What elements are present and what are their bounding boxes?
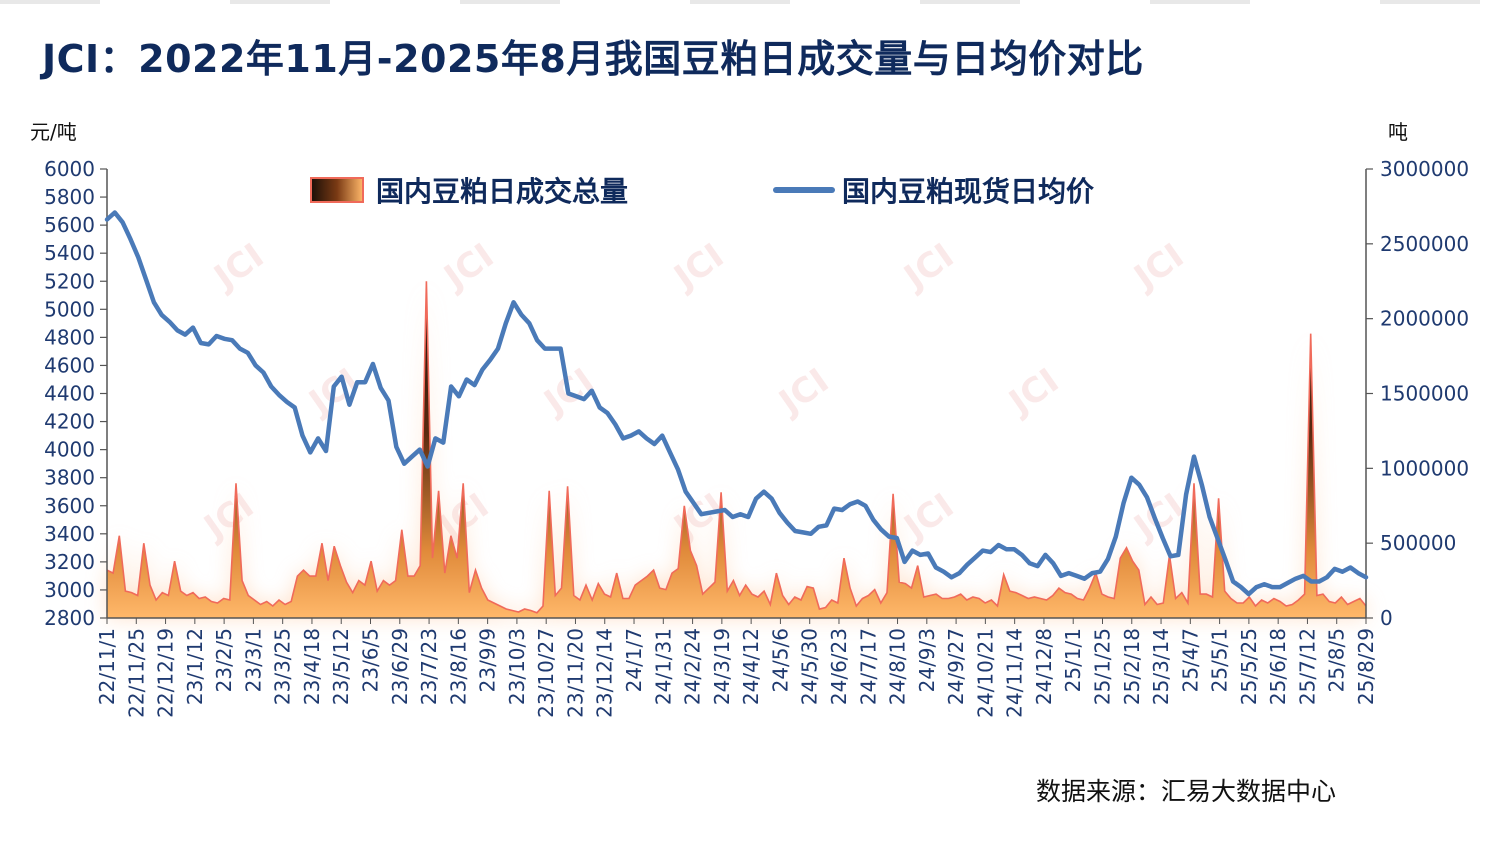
legend-price-label: 国内豆粕现货日均价 (842, 175, 1095, 208)
watermark-text: JCI (196, 486, 262, 549)
left-tick-label: 3800 (44, 466, 95, 490)
left-tick-label: 3600 (44, 494, 95, 518)
x-tick-label: 25/5/1 (1208, 628, 1232, 692)
data-source-note: 数据来源：汇易大数据中心 (1036, 777, 1337, 806)
x-tick-label: 24/5/6 (768, 628, 792, 692)
left-tick-label: 4200 (44, 410, 95, 434)
x-tick-label: 24/6/23 (827, 628, 851, 705)
x-tick-label: 23/4/18 (300, 628, 324, 705)
watermark-text: JCI (1001, 361, 1067, 424)
axes-layer: 2800 3000 3200 3400 3600 3800 4000 4200 4400 4600… (44, 157, 1469, 718)
volume-glow-shape (107, 281, 1366, 618)
x-tick-label: 22/11/1 (95, 628, 119, 705)
x-tick-label: 25/1/1 (1061, 628, 1085, 692)
x-tick-label: 24/5/30 (798, 628, 822, 705)
x-tick-label: 24/2/24 (681, 628, 705, 705)
legend: 国内豆粕日成交总量 国内豆粕现货日均价 (310, 175, 1095, 208)
left-tick-label: 5600 (44, 213, 95, 237)
x-tick-label: 25/7/12 (1295, 628, 1319, 705)
x-tick-label: 24/11/14 (1003, 628, 1027, 718)
x-tick-label: 23/9/9 (476, 628, 500, 692)
left-tick-label: 3200 (44, 550, 95, 574)
x-tick-label: 24/8/10 (886, 628, 910, 705)
right-tick-label: 500000 (1380, 531, 1456, 555)
x-tick-label: 23/8/16 (446, 628, 470, 705)
top-decoration (0, 0, 1505, 4)
x-tick-label: 24/9/27 (944, 628, 968, 705)
volume-area-layer (106, 281, 1367, 618)
left-tick-label: 6000 (44, 157, 95, 181)
x-tick-label: 22/11/25 (124, 628, 148, 718)
x-tick-label: 23/11/20 (563, 628, 587, 718)
left-tick-label: 3000 (44, 578, 95, 602)
x-tick-label: 23/3/25 (271, 628, 295, 705)
x-tick-label: 25/6/18 (1266, 628, 1290, 705)
left-tick-label: 2800 (44, 606, 95, 630)
x-tick-label: 24/12/8 (1032, 628, 1056, 705)
watermark-text: JCI (896, 236, 962, 299)
legend-volume-label: 国内豆粕日成交总量 (376, 175, 628, 208)
x-tick-label: 25/5/25 (1237, 628, 1261, 705)
left-tick-label: 5000 (44, 297, 95, 321)
legend-volume-swatch (310, 177, 364, 203)
x-tick-label: 24/7/17 (856, 628, 880, 705)
volume-outline (106, 281, 1367, 614)
left-tick-label: 5200 (44, 269, 95, 293)
right-tick-label: 0 (1380, 606, 1393, 630)
x-tick-label: 23/7/23 (417, 628, 441, 705)
x-tick-label: 23/6/29 (388, 628, 412, 705)
x-tick-label: 25/8/5 (1325, 628, 1349, 692)
right-tick-label: 1000000 (1380, 456, 1469, 480)
left-tick-label: 3400 (44, 522, 95, 546)
x-tick-label: 23/10/3 (505, 628, 529, 705)
x-tick-label: 23/5/12 (329, 628, 353, 705)
x-tick-label: 25/3/14 (1149, 628, 1173, 705)
x-tick-label: 24/9/3 (915, 628, 939, 692)
price-line-layer (104, 210, 1369, 597)
watermark-text: JCI (666, 236, 732, 299)
right-tick-label: 2500000 (1380, 232, 1469, 256)
watermark-text: JCI (771, 361, 837, 424)
watermark-text: JCI (1126, 236, 1192, 299)
watermark-text: JCI (436, 236, 502, 299)
x-tick-label: 25/8/29 (1354, 628, 1378, 705)
x-tick-label: 23/12/14 (593, 628, 617, 718)
x-tick-label: 23/3/1 (241, 628, 265, 692)
left-tick-label: 4000 (44, 438, 95, 462)
right-tick-label: 2000000 (1380, 307, 1469, 331)
x-tick-label: 24/10/21 (973, 628, 997, 718)
chart-title: JCI：2022年11月-2025年8月我国豆粕日成交量与日均价对比 (42, 37, 1144, 81)
x-tick-label: 23/1/12 (183, 628, 207, 705)
x-tick-label: 23/10/27 (534, 628, 558, 718)
watermark-text: JCI (206, 236, 272, 299)
left-tick-label: 4600 (44, 353, 95, 377)
volume-area (107, 281, 1366, 618)
volume-glow (107, 281, 1366, 618)
x-tick-label: 24/1/7 (622, 628, 646, 692)
left-tick-label: 5400 (44, 241, 95, 265)
x-tick-label: 24/3/19 (710, 628, 734, 705)
x-tick-label: 25/4/7 (1178, 628, 1202, 692)
left-axis-unit: 元/吨 (30, 120, 77, 144)
x-tick-label: 25/2/18 (1120, 628, 1144, 705)
x-tick-label: 23/6/5 (359, 628, 383, 692)
x-tick-label: 24/4/12 (739, 628, 763, 705)
watermark-text: JCI (896, 486, 962, 549)
x-tick-label: 23/2/5 (212, 628, 236, 692)
left-tick-label: 4400 (44, 382, 95, 406)
right-axis-unit: 吨 (1388, 120, 1408, 144)
right-tick-label: 3000000 (1380, 157, 1469, 181)
left-tick-label: 5800 (44, 185, 95, 209)
left-tick-label: 4800 (44, 325, 95, 349)
x-tick-label: 22/12/19 (154, 628, 178, 718)
x-tick-label: 25/1/25 (1090, 628, 1114, 705)
x-tick-label: 24/1/31 (651, 628, 675, 705)
right-tick-label: 1500000 (1380, 382, 1469, 406)
price-line (104, 210, 1369, 597)
